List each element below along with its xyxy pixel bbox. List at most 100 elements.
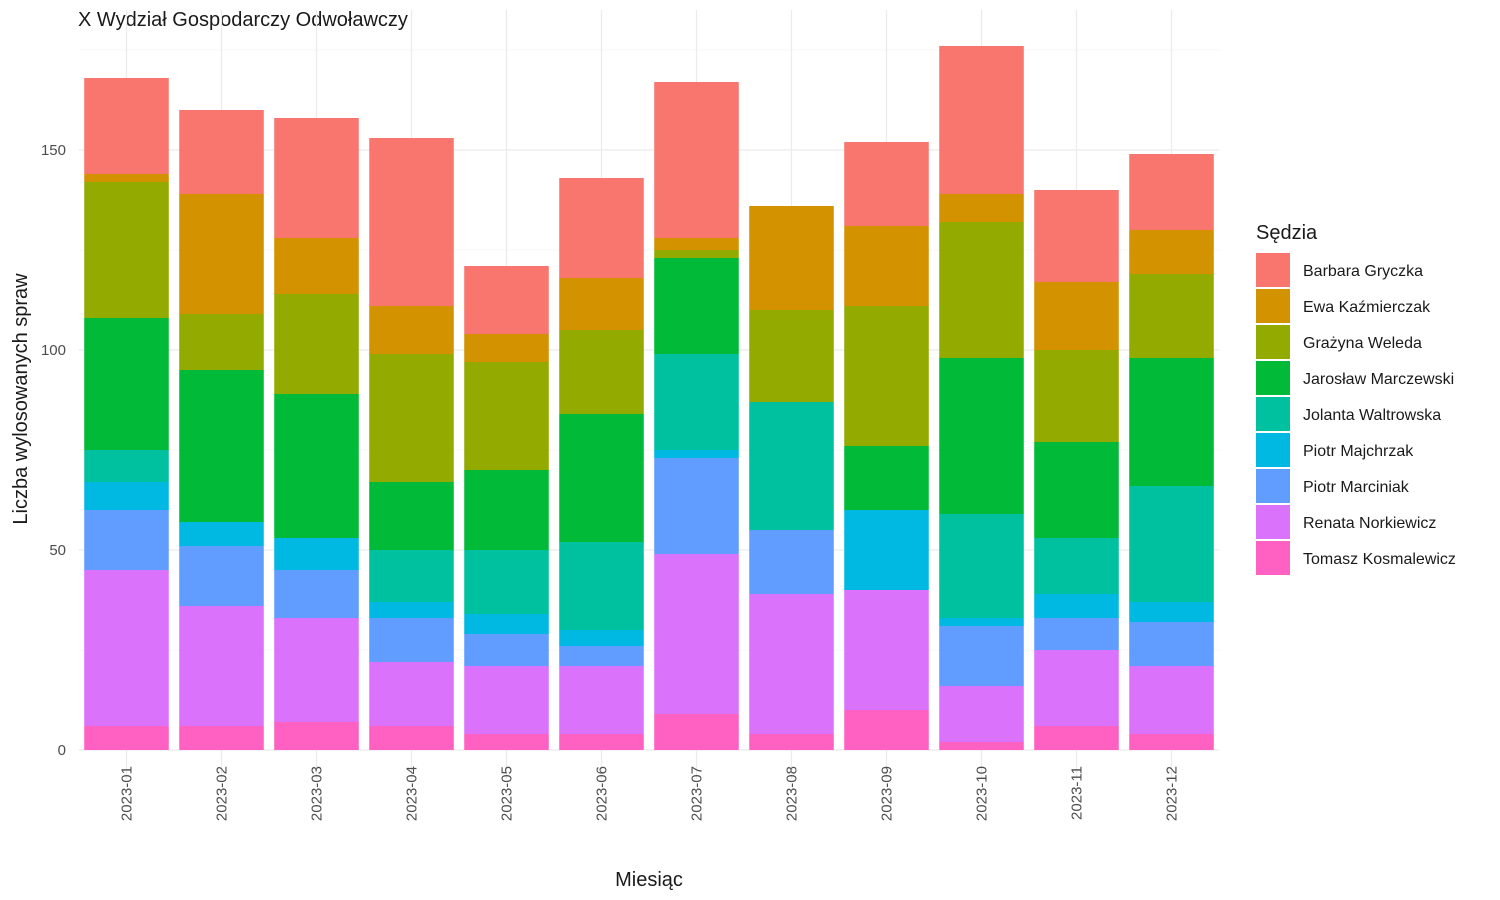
bar-segment — [654, 554, 739, 714]
bar-segment — [749, 206, 834, 310]
x-tick-label: 2023-03 — [309, 766, 326, 821]
bar-segment — [84, 510, 169, 570]
legend-swatch — [1256, 397, 1290, 431]
bar-segment — [559, 666, 644, 734]
bar-segment — [369, 726, 454, 750]
bar-segment — [654, 450, 739, 458]
bar-segment — [844, 510, 929, 590]
bar-segment — [1129, 230, 1214, 274]
x-axis-title: Miesiąc — [615, 869, 683, 891]
bar-segment — [939, 742, 1024, 750]
bar-segment — [464, 666, 549, 734]
bar-segment — [749, 734, 834, 750]
bar-segment — [1034, 442, 1119, 538]
x-tick-label: 2023-05 — [499, 766, 516, 821]
bar-segment — [179, 606, 264, 726]
bar-segment — [274, 538, 359, 570]
bar-segment — [1034, 650, 1119, 726]
bar-segment — [369, 354, 454, 482]
legend-swatch — [1256, 541, 1290, 575]
bar-segment — [84, 450, 169, 482]
bar-segment — [939, 514, 1024, 618]
bar-segment — [179, 314, 264, 370]
bar-segment — [179, 546, 264, 606]
bar-segment — [464, 470, 549, 550]
bar-segment — [1034, 350, 1119, 442]
legend-label: Jarosław Marczewski — [1303, 371, 1454, 388]
bar-segment — [179, 370, 264, 522]
bar-segment — [369, 618, 454, 662]
bar-segment — [464, 550, 549, 614]
bar-segment — [84, 570, 169, 726]
bar-segment — [1129, 358, 1214, 486]
legend-swatch — [1256, 289, 1290, 323]
y-tick-label: 50 — [49, 542, 66, 559]
bar-segment — [84, 78, 169, 174]
bar-segment — [1129, 622, 1214, 666]
bar-segment — [274, 618, 359, 722]
bar-segment — [749, 402, 834, 530]
legend-label: Ewa Kaźmierczak — [1303, 299, 1431, 316]
legend-swatch — [1256, 253, 1290, 287]
bar-segment — [654, 238, 739, 250]
bar-segment — [1129, 602, 1214, 622]
x-tick-label: 2023-09 — [879, 766, 896, 821]
bar-segment — [274, 722, 359, 750]
legend-swatch — [1256, 433, 1290, 467]
bar-segment — [559, 646, 644, 666]
bar-segment — [939, 626, 1024, 686]
bar-segment — [1129, 154, 1214, 230]
legend: Sędzia Barbara Gryczka Ewa Kaźmierczak Gra… — [1256, 222, 1456, 575]
y-axis-title: Liczba wylosowanych spraw — [10, 273, 32, 525]
bar-segment — [464, 634, 549, 666]
bar-segment — [939, 222, 1024, 358]
legend-label: Tomasz Kosmalewicz — [1303, 551, 1456, 568]
legend-swatch — [1256, 469, 1290, 503]
bar-segment — [559, 542, 644, 630]
legend-label: Jolanta Waltrowska — [1303, 407, 1441, 424]
bar-segment — [1034, 538, 1119, 594]
legend-swatch — [1256, 325, 1290, 359]
bar-segment — [464, 614, 549, 634]
legend-label: Grażyna Weleda — [1303, 335, 1422, 352]
bar-segment — [559, 734, 644, 750]
bar-segment — [844, 306, 929, 446]
bar-segment — [1034, 618, 1119, 650]
bar-segment — [654, 714, 739, 750]
bar-segment — [749, 594, 834, 734]
bar-segment — [464, 362, 549, 470]
bar-segment — [179, 110, 264, 194]
bar-segment — [1034, 594, 1119, 618]
bar-segment — [1129, 666, 1214, 734]
x-tick-label: 2023-06 — [594, 766, 611, 821]
x-tick-label: 2023-10 — [974, 766, 991, 821]
bar-segment — [369, 550, 454, 602]
bar-segment — [274, 118, 359, 238]
bar-segment — [464, 266, 549, 334]
legend-label: Piotr Marciniak — [1303, 479, 1410, 496]
bar-segment — [84, 318, 169, 450]
bar-segment — [274, 394, 359, 538]
x-tick-label: 2023-01 — [119, 766, 136, 821]
bar-segment — [939, 686, 1024, 742]
x-tick-label: 2023-02 — [214, 766, 231, 821]
bar-segment — [939, 194, 1024, 222]
bar-segment — [1129, 486, 1214, 602]
bar-segment — [84, 726, 169, 750]
bar-segment — [274, 294, 359, 394]
bar-segment — [939, 358, 1024, 514]
bar-segment — [179, 194, 264, 314]
bar-segment — [844, 590, 929, 710]
x-tick-label: 2023-07 — [689, 766, 706, 821]
bar-segment — [654, 258, 739, 354]
bar-segment — [274, 238, 359, 294]
bar-segment — [369, 306, 454, 354]
bars — [84, 46, 1214, 750]
bar-segment — [654, 354, 739, 450]
x-tick-label: 2023-12 — [1164, 766, 1181, 821]
bar-segment — [559, 278, 644, 330]
bar-segment — [464, 334, 549, 362]
bar-segment — [1034, 726, 1119, 750]
legend-title: Sędzia — [1256, 222, 1318, 244]
